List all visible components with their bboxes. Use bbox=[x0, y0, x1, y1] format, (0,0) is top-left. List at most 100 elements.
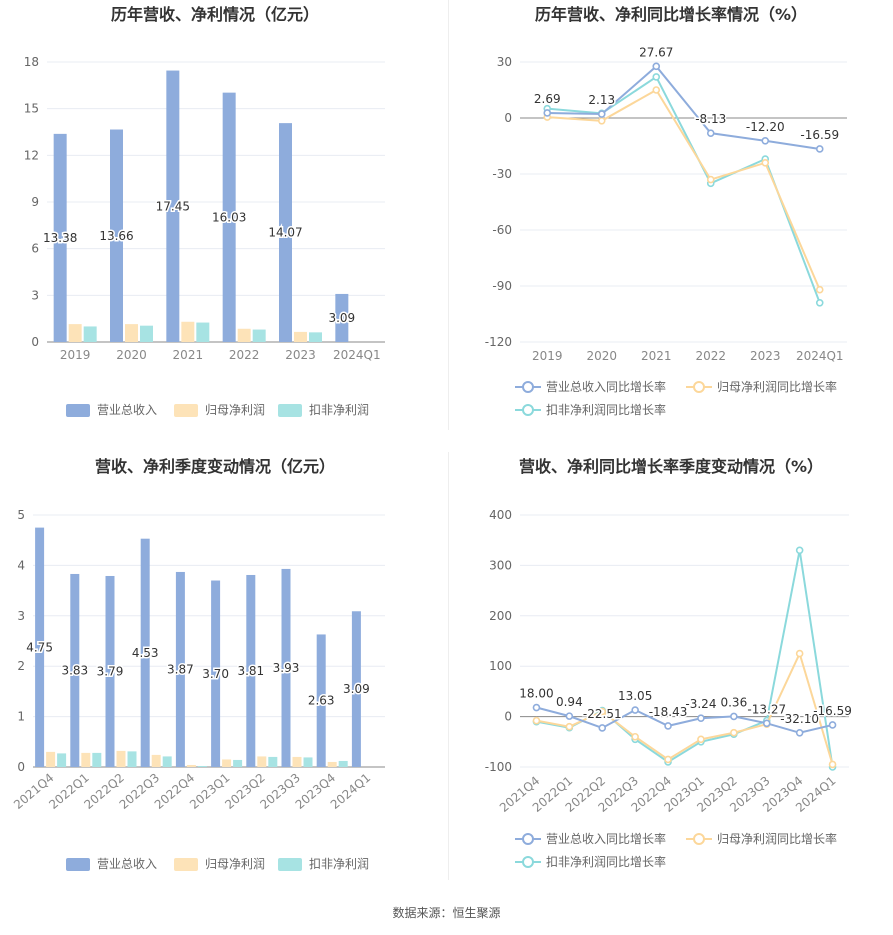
y-tick-label: 200 bbox=[489, 609, 512, 623]
bar bbox=[279, 123, 292, 342]
data-label: 4.53 bbox=[132, 646, 159, 660]
data-point bbox=[652, 73, 661, 81]
bar bbox=[162, 756, 172, 767]
data-point bbox=[697, 735, 705, 744]
bar bbox=[246, 574, 256, 767]
legend-marker bbox=[693, 381, 705, 393]
data-point bbox=[828, 721, 837, 729]
x-tick-label: 2020 bbox=[586, 349, 617, 363]
legend-swatch bbox=[174, 858, 198, 871]
y-tick-label: 0 bbox=[504, 111, 512, 125]
x-tick-label: 2019 bbox=[60, 348, 91, 362]
y-tick-label: 0 bbox=[31, 335, 39, 349]
data-point bbox=[664, 755, 672, 764]
bar bbox=[57, 753, 67, 767]
series-line bbox=[536, 706, 833, 734]
data-point bbox=[761, 159, 770, 167]
y-tick-label: -100 bbox=[485, 760, 512, 774]
bar bbox=[335, 293, 349, 342]
data-point bbox=[815, 285, 824, 294]
bar bbox=[140, 538, 150, 767]
data-point bbox=[828, 760, 837, 769]
bar bbox=[327, 761, 337, 767]
y-tick-label: -90 bbox=[492, 279, 512, 293]
data-label: 3.79 bbox=[97, 664, 124, 678]
bar bbox=[268, 756, 278, 767]
data-label: 3.93 bbox=[273, 661, 300, 675]
series-line bbox=[547, 88, 821, 291]
chart-panel-quarter-growth: 营收、净利同比增长率季度变动情况（%） 400 300 200 100 0 -100 2021… bbox=[447, 452, 893, 902]
series-line bbox=[547, 64, 820, 150]
bar bbox=[222, 759, 232, 767]
bar bbox=[116, 750, 126, 767]
data-point bbox=[795, 649, 804, 658]
data-label: -13.27 bbox=[747, 702, 786, 716]
data-point bbox=[706, 175, 715, 184]
data-point bbox=[598, 724, 607, 732]
series-line bbox=[536, 550, 834, 768]
legend-swatch bbox=[278, 858, 302, 871]
data-point bbox=[762, 719, 771, 728]
y-tick-label: 30 bbox=[497, 55, 512, 69]
y-tick-label: 5 bbox=[17, 508, 25, 522]
data-label: 16.03 bbox=[212, 210, 246, 224]
bar bbox=[92, 752, 102, 767]
data-label: 2.63 bbox=[308, 694, 335, 708]
annual-growth-chart: 历年营收、净利同比增长率情况（%） 30 0 -30 -60 -90 -120 2019 202… bbox=[485, 5, 847, 417]
divider bbox=[448, 0, 449, 430]
data-point bbox=[795, 546, 804, 555]
bar bbox=[222, 92, 236, 343]
data-point bbox=[664, 722, 672, 730]
x-tick-label: 2024Q1 bbox=[328, 771, 373, 812]
y-tick-label: -120 bbox=[485, 335, 512, 349]
data-point bbox=[598, 707, 607, 716]
data-label: -8.13 bbox=[695, 112, 726, 126]
x-tick-label: 2023 bbox=[285, 348, 316, 362]
data-label: -16.59 bbox=[800, 128, 839, 142]
series-line bbox=[536, 650, 834, 765]
annual-revenue-profit-chart: 历年营收、净利情况（亿元） 0 3 6 9 12 15 18 13.38 2019 13.66 202… bbox=[24, 5, 385, 417]
bar bbox=[303, 757, 313, 767]
chart-panel-annual-bar: 历年营收、净利情况（亿元） 0 3 6 9 12 15 18 13.38 2019 13.66 202… bbox=[0, 0, 446, 450]
bar bbox=[81, 752, 91, 767]
data-point bbox=[565, 722, 574, 731]
data-label: 0.94 bbox=[556, 695, 583, 709]
chart-title: 营收、净利季度变动情况（亿元） bbox=[95, 457, 335, 476]
bar bbox=[35, 527, 45, 767]
y-tick-label: 3 bbox=[31, 288, 39, 302]
legend-label: 归母净利润 bbox=[205, 403, 265, 417]
bar bbox=[338, 760, 348, 767]
y-tick-label: 300 bbox=[489, 558, 512, 572]
legend-marker bbox=[522, 381, 534, 393]
bar bbox=[140, 325, 153, 342]
data-source: 数据来源：恒生聚源 bbox=[392, 906, 501, 920]
bar bbox=[292, 756, 302, 767]
data-point bbox=[697, 714, 705, 723]
data-label: 2.13 bbox=[588, 93, 615, 107]
x-tick-label: 2019 bbox=[532, 349, 563, 363]
bar bbox=[110, 129, 123, 342]
legend-label: 营业总收入 bbox=[97, 403, 157, 417]
bar bbox=[294, 331, 307, 342]
data-label: 4.75 bbox=[26, 640, 53, 654]
bar bbox=[257, 756, 267, 767]
bar bbox=[166, 70, 180, 343]
data-point bbox=[652, 86, 661, 94]
data-label: 3.09 bbox=[328, 311, 355, 325]
y-tick-label: -30 bbox=[492, 167, 512, 181]
x-tick-label: 2024Q1 bbox=[796, 349, 844, 363]
bar bbox=[237, 328, 251, 342]
legend-label: 营业总收入同比增长率 bbox=[546, 379, 666, 394]
bar bbox=[197, 765, 207, 767]
series-line bbox=[547, 75, 821, 304]
bar bbox=[233, 759, 243, 767]
data-label: 2.69 bbox=[534, 92, 561, 106]
data-point bbox=[543, 109, 552, 117]
data-label: -3.24 bbox=[685, 697, 716, 711]
x-tick-label: 2022 bbox=[229, 348, 260, 362]
y-tick-label: 18 bbox=[24, 55, 39, 69]
legend-marker bbox=[522, 404, 534, 416]
x-tick-label: 2021 bbox=[641, 349, 672, 363]
data-point bbox=[815, 145, 824, 153]
chart-title: 营收、净利同比增长率季度变动情况（%） bbox=[519, 457, 823, 476]
